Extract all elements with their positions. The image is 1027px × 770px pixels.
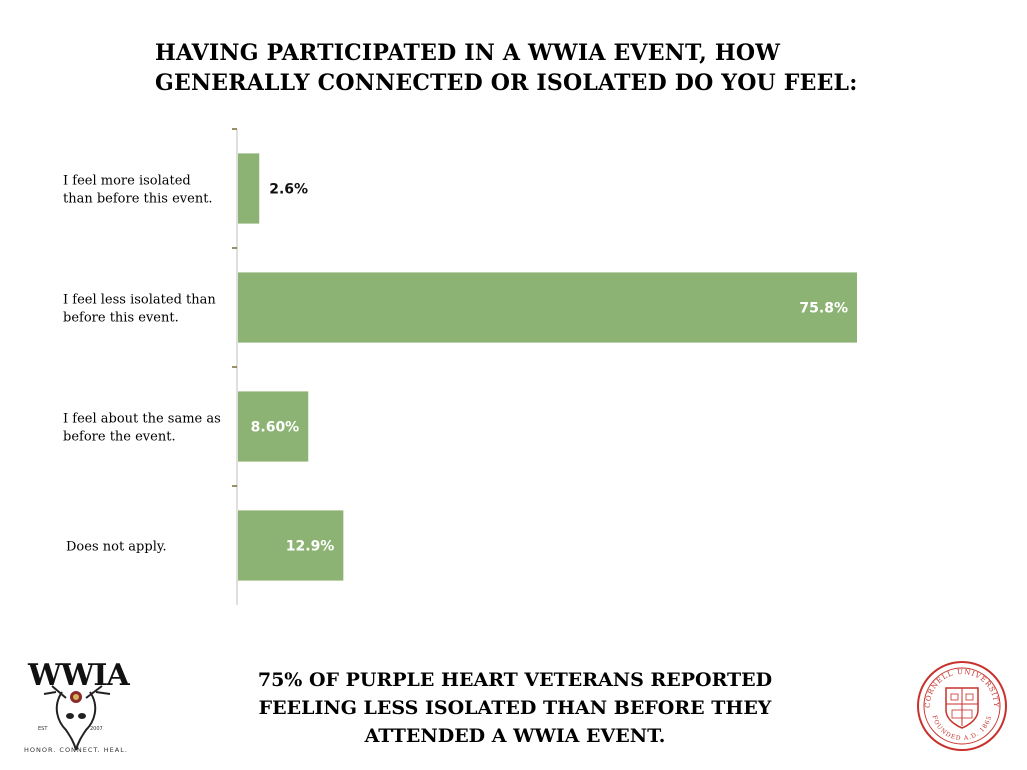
category-label: I feel more isolated xyxy=(63,174,191,189)
footer-summary: 75% of Purple Heart Veterans reported fe… xyxy=(257,669,773,747)
chart-title: Having participated in a WWIA event, how… xyxy=(155,40,858,96)
category-label: I feel about the same as xyxy=(63,412,221,427)
wwia-logo-letters: WWIA xyxy=(28,658,130,693)
wwia-logo: WWIA EST 2007 HONOR. CONNECT. HEAL. xyxy=(22,652,132,762)
logo-year: 2007 xyxy=(90,726,103,732)
category-label: I feel less isolated than xyxy=(63,293,216,308)
value-label: 2.6% xyxy=(269,182,308,198)
value-label: 12.9% xyxy=(286,539,335,555)
logo-est: EST xyxy=(38,726,48,732)
wwia-tagline: HONOR. CONNECT. HEAL. xyxy=(24,746,128,754)
value-label: 75.8% xyxy=(799,301,848,317)
category-label: Does not apply. xyxy=(66,540,167,555)
bar xyxy=(238,153,260,224)
category-label: before this event. xyxy=(63,311,179,326)
bar xyxy=(238,272,857,343)
bar-chart: I feel more isolated than before this eve… xyxy=(63,128,857,605)
bar xyxy=(238,391,309,462)
category-label: than before this event. xyxy=(63,192,213,207)
cornell-seal-icon: CORNELL UNIVERSITY FOUNDED A.D. 1865 xyxy=(917,661,1007,751)
bar xyxy=(238,510,344,581)
category-label: before the event. xyxy=(63,430,176,445)
skull-antlers-icon xyxy=(43,685,111,751)
value-label: 8.60% xyxy=(251,420,300,436)
cornell-seal: CORNELL UNIVERSITY FOUNDED A.D. 1865 xyxy=(916,660,1008,752)
